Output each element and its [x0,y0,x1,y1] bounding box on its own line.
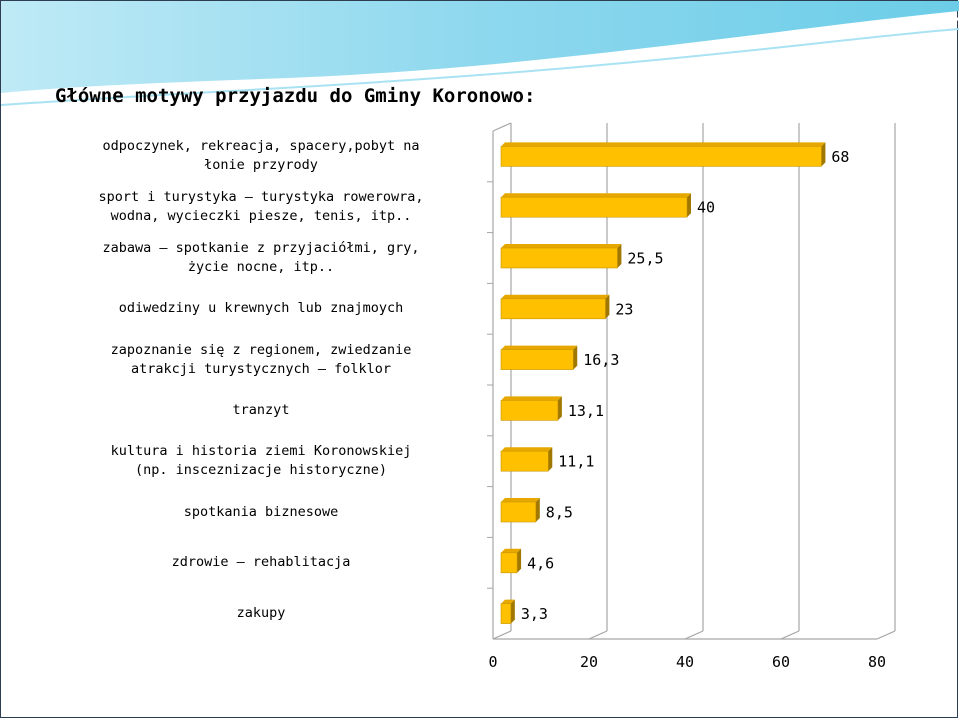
category-label: tranzyt [232,401,290,418]
bar-top-face [501,142,826,147]
floor-gridline [876,630,896,640]
category-label: sport i turystyka – turystyka rowerowra,… [98,189,424,225]
category-label: zapoznanie się z regionem, zwiedzanie at… [110,341,412,377]
bar-side-face [617,244,622,268]
bar-side-face [605,294,610,319]
bar [500,400,559,421]
bar-top-face [501,548,522,553]
bar [500,552,518,574]
bar [500,450,549,472]
slide-title: Główne motywy przyjazdu do Gminy Koronow… [55,85,536,107]
data-label: 40 [697,199,715,217]
floor-gridline [588,630,608,640]
x-tick-label: 20 [580,653,598,671]
bar-top-face [501,396,562,401]
floor-gridline [492,630,512,640]
category-label: zdrowie – rehablitacja [171,554,351,571]
bar-side-face [548,447,553,472]
x-tick-label: 60 [772,653,790,671]
bar-side-face [535,498,540,522]
bar-top-face [501,447,553,452]
bar [500,501,537,523]
bar-side-face [517,548,522,573]
chart-area: 0 20 40 60 80 68 40 25,5 23 16,3 13,1 11,1 8,5 4,6 3,3… [31,111,931,701]
bar-top-face [501,498,540,502]
bar-side-face [510,599,515,624]
category-label: zabawa – spotkanie z przyjaciółmi, gry, … [102,240,420,275]
bar [500,298,606,320]
bar [500,196,688,218]
data-label: 23 [615,300,633,318]
bar-top-face [501,345,578,350]
x-tick-label: 0 [488,653,497,671]
x-tick-label: 80 [868,653,886,671]
axis-depth-line [492,122,512,132]
data-label: 3,3 [521,605,548,623]
category-label: spotkania biznesowe [183,503,339,520]
bar-top-face [501,294,610,299]
data-label: 13,1 [568,402,604,420]
bar-chart: 0 20 40 60 80 68 40 25,5 23 16,3 13,1 11,1 8,5 4,6 3,3 [487,122,896,671]
bar-top-face [501,193,691,198]
bar-top-face [501,244,622,248]
bar-side-face [557,396,562,421]
data-label: 25,5 [627,250,663,268]
floor-gridline [684,630,704,640]
data-label: 11,1 [558,453,594,471]
data-label: 16,3 [583,351,619,369]
floor-gridline [780,630,800,640]
bar [500,146,822,167]
data-label: 68 [831,148,849,166]
bar [500,247,618,269]
category-label: kultura i historia ziemi Koronowskiej (n… [110,443,412,479]
data-label: 8,5 [546,504,573,522]
bar-side-face [687,193,691,218]
category-label: odiwedziny u krewnych lub znajmoych [118,300,404,317]
data-label: 4,6 [527,554,554,572]
bar-side-face [821,142,826,167]
header-wave-decoration [1,1,959,106]
x-tick-label: 40 [676,653,694,671]
category-label: zakupy [236,605,286,622]
bar [500,349,574,370]
bar-top-face [501,599,515,604]
category-label: odpoczynek, rekreacja, spacery,pobyt na … [102,138,420,174]
bar [500,603,512,624]
bar-side-face [573,345,578,370]
